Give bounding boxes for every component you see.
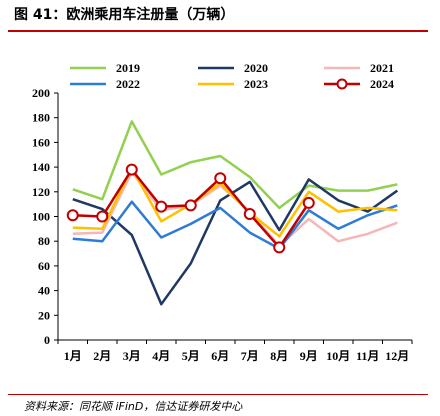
data-point: [66, 209, 79, 222]
figure-title: 图 41：欧洲乘用车注册量（万辆）: [14, 7, 235, 23]
data-point: [184, 199, 197, 212]
x-tick-label: 11月: [356, 349, 379, 363]
source-note: 资料来源：同花顺 iFinD，信达证券研发中心: [24, 400, 243, 413]
data-point: [273, 241, 286, 254]
y-tick-label: 200: [32, 86, 50, 100]
y-tick-label: 80: [38, 234, 50, 248]
legend-label: 2024: [370, 77, 394, 91]
data-point: [96, 210, 109, 223]
source-rule: [8, 394, 428, 395]
y-tick-label: 0: [44, 333, 50, 347]
y-tick-label: 40: [38, 284, 50, 298]
y-tick-label: 60: [38, 259, 50, 273]
legend-label: 2022: [116, 77, 140, 91]
x-tick-label: 9月: [300, 349, 318, 363]
y-tick-label: 140: [32, 160, 50, 174]
series-line-2020: [72, 178, 399, 306]
y-tick-label: 20: [38, 308, 50, 322]
x-tick-label: 3月: [123, 349, 141, 363]
x-tick-label: 5月: [182, 349, 200, 363]
legend-label: 2023: [244, 77, 268, 91]
series-line-2019: [72, 120, 398, 210]
x-tick-label: 2月: [93, 349, 111, 363]
y-tick-label: 180: [32, 111, 50, 125]
y-tick-label: 100: [32, 210, 50, 224]
legend-label: 2021: [370, 61, 394, 75]
figure-header: 图 41：欧洲乘用车注册量（万辆）: [0, 0, 440, 32]
x-tick-label: 4月: [152, 349, 170, 363]
x-tick-label: 1月: [64, 349, 82, 363]
legend-label: 2020: [244, 61, 268, 75]
data-point: [243, 208, 256, 221]
y-axis: 0 20 40 60 80 100 120 140 160 180 200: [32, 86, 59, 347]
series-line-2022: [72, 200, 398, 250]
y-tick-label: 160: [32, 135, 50, 149]
legend-item-2021: 2021: [324, 61, 394, 75]
title-rule: [8, 30, 428, 32]
line-chart: 2019 2020 2021 2022 2023 2024 0 20 40 60 80 100 120…: [32, 61, 413, 363]
legend-item-2020: 2020: [198, 61, 268, 75]
series-2019: [72, 120, 398, 210]
legend-item-2023: 2023: [198, 77, 268, 91]
x-tick-label: 10月: [326, 349, 350, 363]
x-axis: 1月 2月 3月 4月 5月 6月 7月 8月 9月 10月 11月 12月: [57, 339, 413, 363]
data-point: [155, 200, 168, 213]
series-group: [66, 120, 399, 306]
series-2024: [66, 163, 315, 254]
legend-marker: [336, 78, 348, 90]
series-2022: [72, 200, 398, 250]
data-point: [302, 196, 315, 209]
legend-item-2024: 2024: [324, 77, 394, 91]
chart-legend: 2019 2020 2021 2022 2023 2024: [70, 61, 394, 91]
legend-item-2022: 2022: [70, 77, 140, 91]
data-point: [125, 163, 138, 176]
x-tick-label: 6月: [211, 349, 229, 363]
legend-item-2019: 2019: [70, 61, 140, 75]
data-point: [214, 172, 227, 185]
x-tick-label: 7月: [241, 349, 259, 363]
series-2020: [72, 178, 399, 306]
legend-label: 2019: [116, 61, 140, 75]
y-tick-label: 120: [32, 185, 50, 199]
x-tick-label: 8月: [270, 349, 288, 363]
x-tick-label: 12月: [385, 349, 409, 363]
